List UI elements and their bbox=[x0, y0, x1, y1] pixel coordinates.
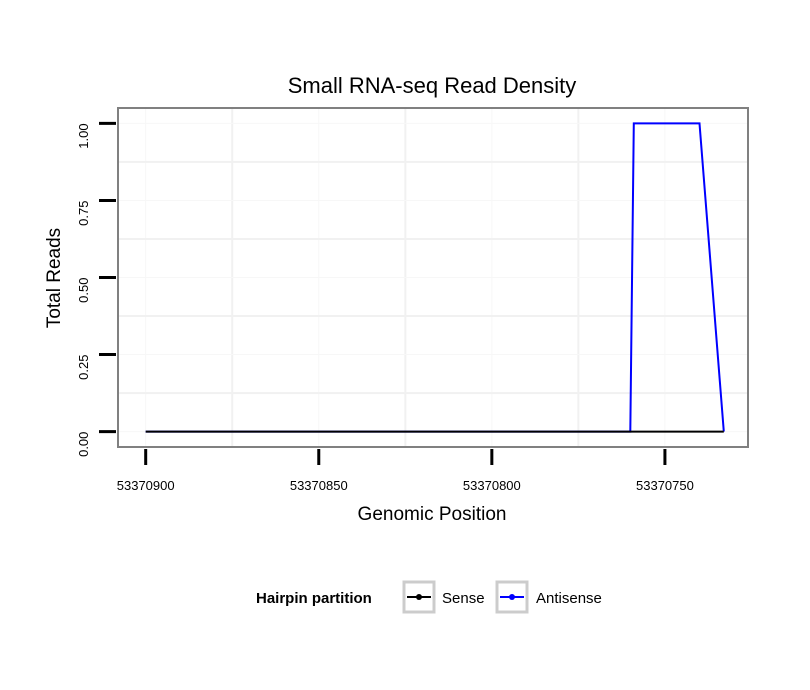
series-layer bbox=[145, 122, 725, 433]
legend-key-point bbox=[509, 594, 515, 600]
y-axis-title: Total Reads bbox=[44, 228, 65, 328]
y-axis-tick-label: 0.50 bbox=[76, 278, 91, 303]
legend-key-sense: Sense bbox=[402, 580, 485, 614]
legend-label-antisense: Antisense bbox=[536, 590, 602, 607]
plot-panel-border bbox=[117, 107, 749, 448]
y-axis-tick-label: 0.75 bbox=[76, 201, 91, 226]
x-axis-tick-label: 53370850 bbox=[290, 478, 348, 493]
y-axis-tick-label: 0.00 bbox=[76, 432, 91, 457]
grid-lines bbox=[118, 108, 748, 447]
x-axis-title: Genomic Position bbox=[358, 504, 507, 525]
x-axis-tick-label: 53370900 bbox=[117, 478, 175, 493]
legend-title: Hairpin partition bbox=[256, 590, 372, 607]
axes: 53370900 53370850 53370800 53370750 0.00 0.25… bbox=[76, 121, 694, 493]
legend-key-antisense: Antisense bbox=[495, 580, 602, 614]
y-axis-tick-label: 1.00 bbox=[76, 123, 91, 148]
x-axis-tick-label: 53370750 bbox=[636, 478, 694, 493]
legend: Hairpin partition Sense Antisense bbox=[256, 580, 602, 614]
legend-label-sense: Sense bbox=[442, 590, 485, 607]
y-axis-tick-label: 0.25 bbox=[76, 355, 91, 380]
x-axis-tick-label: 53370800 bbox=[463, 478, 521, 493]
legend-key-point bbox=[416, 594, 422, 600]
chart-title: Small RNA-seq Read Density bbox=[288, 73, 577, 98]
